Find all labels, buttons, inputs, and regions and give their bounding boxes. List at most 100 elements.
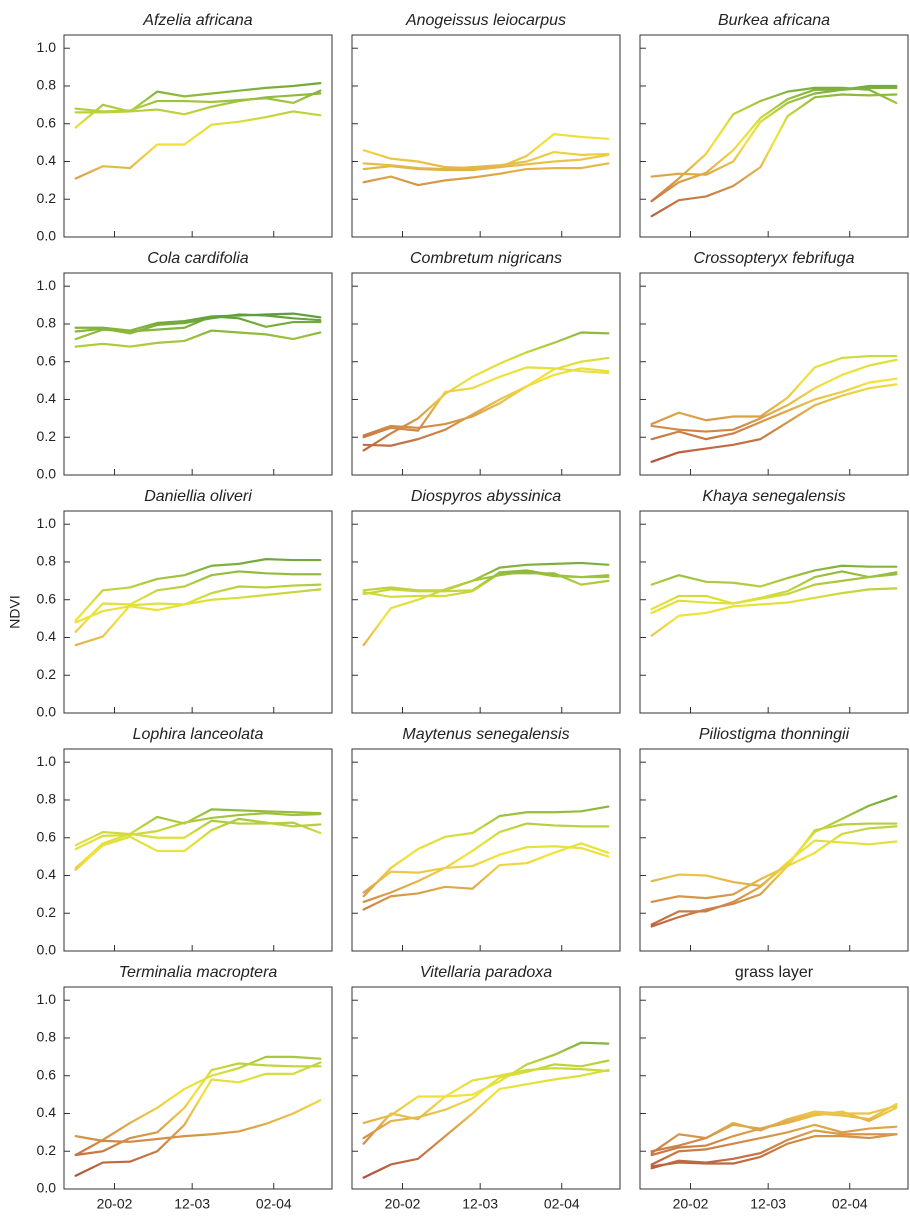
ndvi-line bbox=[650, 825, 898, 928]
panel-frame bbox=[639, 510, 909, 714]
x-tick-label: 02-04 bbox=[544, 1196, 580, 1212]
y-tick-label: 0.8 bbox=[37, 315, 57, 331]
ndvi-line bbox=[650, 1123, 898, 1166]
y-tick-label: 1.0 bbox=[37, 39, 57, 55]
panel-title: Vitellaria paradoxa bbox=[420, 964, 552, 981]
ndvi-line bbox=[362, 845, 610, 904]
ndvi-line bbox=[650, 358, 898, 433]
y-tick-label: 0.6 bbox=[37, 114, 57, 130]
y-tick-label: 0.2 bbox=[37, 428, 57, 444]
panel-frame bbox=[63, 748, 333, 952]
ndvi-line bbox=[74, 92, 322, 129]
x-tick-label: 12-03 bbox=[750, 1196, 786, 1212]
x-tick-label: 02-04 bbox=[256, 1196, 292, 1212]
ndvi-line bbox=[362, 1068, 610, 1179]
ndvi-line bbox=[650, 1106, 898, 1157]
ndvi-line bbox=[362, 153, 610, 172]
ndvi-line bbox=[650, 587, 898, 637]
ndvi-line bbox=[362, 162, 610, 187]
ndvi-line bbox=[74, 588, 322, 647]
ndvi-line bbox=[650, 564, 898, 588]
ndvi-line bbox=[650, 1129, 898, 1170]
x-tick-label: 12-03 bbox=[174, 1196, 210, 1212]
ndvi-line bbox=[74, 1055, 322, 1157]
ndvi-line bbox=[74, 315, 322, 341]
y-tick-label: 0.2 bbox=[37, 904, 57, 920]
ndvi-line bbox=[362, 842, 610, 911]
panel-title: Crossopteryx febrifuga bbox=[694, 250, 855, 267]
y-tick-label: 0.2 bbox=[37, 1142, 57, 1158]
ndvi-line bbox=[362, 356, 610, 437]
ndvi-line bbox=[74, 1062, 322, 1157]
panel-frame bbox=[63, 510, 333, 714]
y-tick-label: 0.4 bbox=[37, 152, 57, 168]
y-tick-label: 0.4 bbox=[37, 628, 57, 644]
ndvi-line bbox=[362, 1059, 610, 1140]
y-tick-label: 1.0 bbox=[37, 991, 57, 1007]
ndvi-line bbox=[74, 808, 322, 847]
panel-frame bbox=[63, 272, 333, 476]
panel-frame bbox=[639, 748, 909, 952]
ndvi-line bbox=[362, 805, 610, 898]
y-tick-label: 0.0 bbox=[37, 704, 57, 720]
ndvi-line bbox=[74, 583, 322, 624]
panel-title: Khaya senegalensis bbox=[702, 488, 845, 505]
y-tick-label: 0.0 bbox=[37, 466, 57, 482]
y-tick-label: 0.0 bbox=[37, 942, 57, 958]
panel-title: Afzelia africana bbox=[142, 12, 252, 29]
ndvi-line bbox=[362, 1067, 610, 1125]
panel-frame bbox=[639, 34, 909, 238]
y-tick-label: 0.2 bbox=[37, 190, 57, 206]
ndvi-line bbox=[74, 812, 322, 851]
ndvi-line bbox=[650, 822, 898, 904]
ndvi-line bbox=[362, 133, 610, 170]
panel-title: Cola cardifolia bbox=[147, 250, 248, 267]
y-tick-label: 0.8 bbox=[37, 1029, 57, 1045]
ndvi-line bbox=[650, 377, 898, 441]
y-tick-label: 0.0 bbox=[37, 1180, 57, 1196]
y-tick-label: 0.4 bbox=[37, 1104, 57, 1120]
ndvi-line bbox=[74, 110, 322, 180]
ndvi-line bbox=[74, 1061, 322, 1177]
ndvi-line bbox=[362, 572, 610, 598]
y-axis-label: NDVI bbox=[7, 595, 23, 628]
panel-title: Diospyros abyssinica bbox=[411, 488, 561, 505]
ndvi-line bbox=[650, 84, 898, 178]
panel-frame bbox=[639, 272, 909, 476]
panel-frame bbox=[639, 986, 909, 1190]
y-tick-label: 0.6 bbox=[37, 828, 57, 844]
ndvi-line bbox=[74, 558, 322, 622]
ndvi-line bbox=[74, 1099, 322, 1143]
x-tick-label: 02-04 bbox=[832, 1196, 868, 1212]
ndvi-line bbox=[74, 819, 322, 870]
ndvi-line bbox=[362, 570, 610, 647]
panel-title: Anogeissus leiocarpus bbox=[405, 12, 566, 29]
y-tick-label: 0.6 bbox=[37, 590, 57, 606]
ndvi-line bbox=[74, 312, 322, 332]
y-tick-label: 0.4 bbox=[37, 866, 57, 882]
ndvi-line bbox=[74, 89, 322, 113]
x-tick-label: 20-02 bbox=[673, 1196, 709, 1212]
y-tick-label: 0.8 bbox=[37, 791, 57, 807]
panel-title: Terminalia macroptera bbox=[119, 964, 278, 981]
panel-frame bbox=[351, 510, 621, 714]
ndvi-line bbox=[650, 86, 898, 203]
y-tick-label: 1.0 bbox=[37, 277, 57, 293]
ndvi-line bbox=[650, 571, 898, 615]
panel-title: Piliostigma thonningii bbox=[699, 726, 850, 743]
panel-frame bbox=[63, 34, 333, 238]
x-tick-label: 20-02 bbox=[97, 1196, 133, 1212]
panel-title: Daniellia oliveri bbox=[144, 488, 252, 505]
panel-title: Combretum nigricans bbox=[410, 250, 562, 267]
panel-title: Lophira lanceolata bbox=[133, 726, 264, 743]
panel-title: grass layer bbox=[735, 964, 814, 981]
y-tick-label: 0.8 bbox=[37, 77, 57, 93]
x-tick-label: 12-03 bbox=[462, 1196, 498, 1212]
y-tick-label: 0.0 bbox=[37, 228, 57, 244]
ndvi-line bbox=[362, 367, 610, 447]
ndvi-line bbox=[650, 354, 898, 426]
panel-title: Burkea africana bbox=[718, 12, 830, 29]
panel-frame bbox=[63, 986, 333, 1190]
y-tick-label: 0.4 bbox=[37, 390, 57, 406]
